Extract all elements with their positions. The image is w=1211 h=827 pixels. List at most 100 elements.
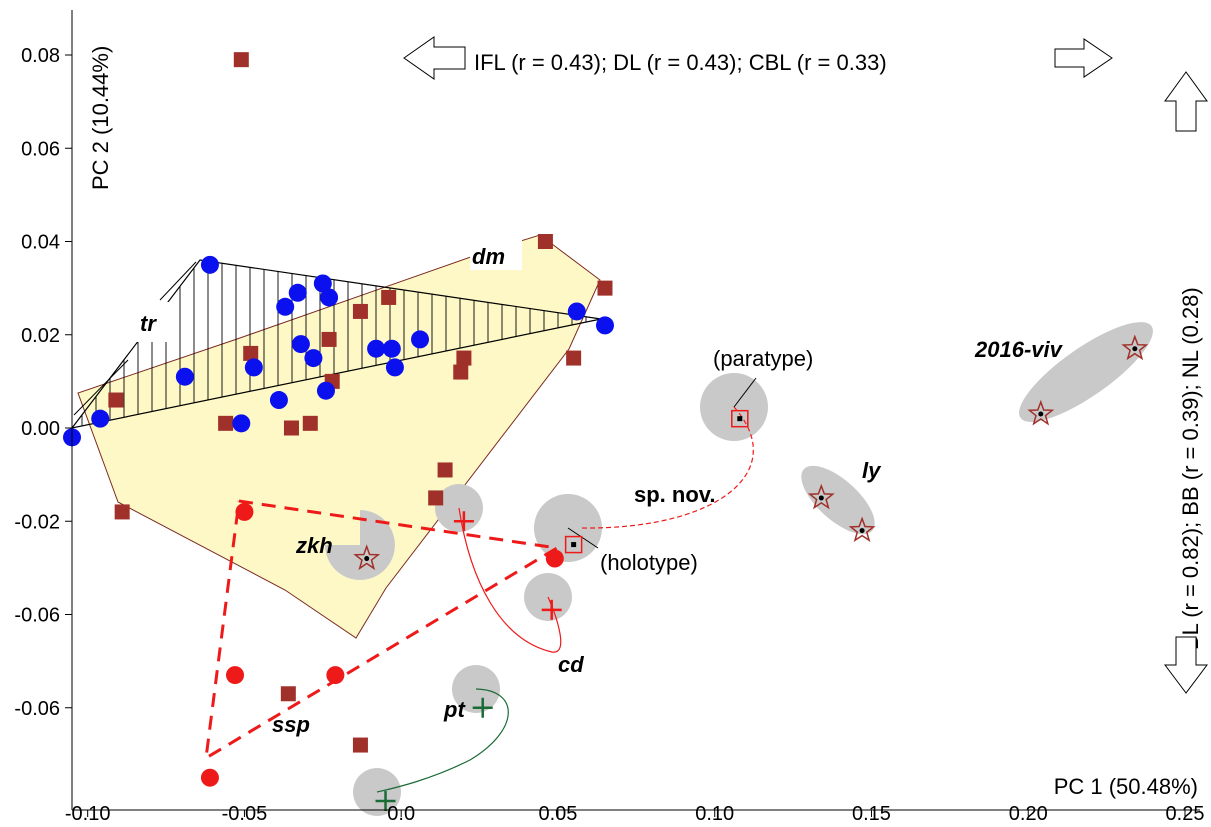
point-ly-1-star [848,516,876,543]
halo-ly [801,465,875,535]
point-sp-nov--1-box [564,535,583,554]
dm-convex-hull [77,234,601,639]
x-axis-title: PC 1 (50.48%) [1054,774,1198,799]
ssp-dashed-connector [204,499,562,761]
point-tr-19 [595,316,614,335]
group-axes: -0.10 -0.05 0.0 0.05 0.10 0.15 0.20 0.25 0.080.… [14,10,1205,825]
ssp-group-label: ssp [272,712,310,737]
x-tick-label-2: 0.0 [387,803,415,822]
point-ly-0-dot [818,495,824,501]
point-tr-8 [288,283,307,302]
halo-2016-viv [1019,322,1153,422]
x-tick-label-6: 0.20 [1009,803,1048,822]
y-tick-label-0: 0.08 [21,45,60,67]
point-tr-17 [411,330,430,349]
point-pt-1 [375,791,396,811]
point-dm-17 [597,280,613,296]
group-hulls [70,234,602,639]
tr-hull-hatching [81,261,587,426]
point-cd-0 [453,511,474,532]
pt-group-label: pt [443,697,466,722]
point-dm-6 [302,415,318,431]
point-ly-1-dot [859,528,865,534]
point-dm-5 [283,420,299,436]
tr-label-leader [73,359,129,416]
tr-label-leader-2 [159,261,197,301]
point-tr-18 [567,302,586,321]
cd-connector [458,507,562,653]
point-2016-viv-1-dot [1132,346,1138,352]
point-zkh-0-dot [364,556,370,562]
point-dm-4 [218,415,234,431]
point-sp-nov--1-core [571,542,577,548]
point-dm-19 [352,737,368,753]
point-dm-11 [453,364,469,380]
right-vector-label: BL (r = 0.82); BB (r = 0.39); NL (0.28) [1178,287,1203,650]
point-2016-viv-0-dot [1038,411,1044,417]
point-dm-18 [280,686,296,702]
y-tick-label-7: -0.06 [14,698,60,720]
point-pt-0 [472,697,493,718]
group-connectors [204,377,757,793]
y-axis-title: PC 2 (10.44%) [88,46,113,190]
x-tick-label-0: -0.10 [65,803,111,822]
point-dm-15 [537,234,553,249]
point-zkh-0-star [353,544,381,571]
viv-group-label: 2016-viv [974,337,1064,362]
point-tr-16 [385,358,404,377]
point-dm-3 [243,345,259,361]
point-tr-9 [291,335,310,354]
point-tr-5 [244,358,263,377]
point-dm-1 [108,392,124,408]
point-tr-1 [91,409,110,428]
dm-group-label: dm [472,244,505,269]
point-tr-6 [269,391,288,410]
y-tick-label-5: -0.02 [14,511,60,533]
point-sp-nov--0-core [737,416,743,422]
y-tick-label-2: 0.04 [21,232,60,254]
pt-connector [376,688,509,793]
ly-group-label: ly [862,458,882,483]
x-tick-label-3: 0.05 [538,803,577,822]
point-tr-13 [320,288,339,307]
point-2016-viv-1 [1121,334,1149,361]
point-tr-15 [382,339,401,358]
arrow-up-icon [1164,71,1208,132]
point-zkh-0 [353,544,381,571]
cd-group-label: cd [558,652,584,677]
point-ly-0 [807,483,835,510]
point-2016-viv-0 [1027,399,1055,426]
holotype-label: (holotype) [600,550,698,575]
point-tr-2 [175,367,194,386]
point-tr-10 [304,349,323,368]
x-tick-label-5: 0.15 [852,803,891,822]
point-tr-12 [316,381,335,400]
top-vector-label: IFL (r = 0.43); DL (r = 0.43); CBL (r = … [474,50,887,75]
point-dm-16 [566,350,582,366]
x-tick-label-7: 0.25 [1166,803,1205,822]
point-ssp-2 [200,768,219,787]
paratype-label: (paratype) [713,346,813,371]
group-data-points [63,52,1149,811]
point-2016-viv-0-star [1027,399,1055,426]
point-cd-1 [541,599,562,620]
point-2016-viv-1-star [1121,334,1149,361]
point-dm-10 [381,289,397,305]
point-ssp-0 [235,502,254,521]
point-dm-2 [114,504,130,520]
arrow-down-icon [1164,636,1208,694]
group-halos [325,322,1153,816]
point-sp-nov--1 [564,535,583,554]
point-ssp-3 [326,666,345,685]
x-tick-label-4: 0.10 [695,803,734,822]
point-ssp-4 [545,549,564,568]
y-ticks: 0.08 0.06 0.04 0.02 0.00 -0.02 -0.06 -0.06 [14,45,72,720]
point-ssp-1 [226,666,245,685]
tr-group-label: tr [140,311,157,336]
point-ly-1 [848,516,876,543]
point-dm-7 [321,331,337,347]
point-ly-0-star [807,483,835,510]
arrow-right-icon [1054,38,1113,78]
spnov-dashed-connector [579,406,754,529]
